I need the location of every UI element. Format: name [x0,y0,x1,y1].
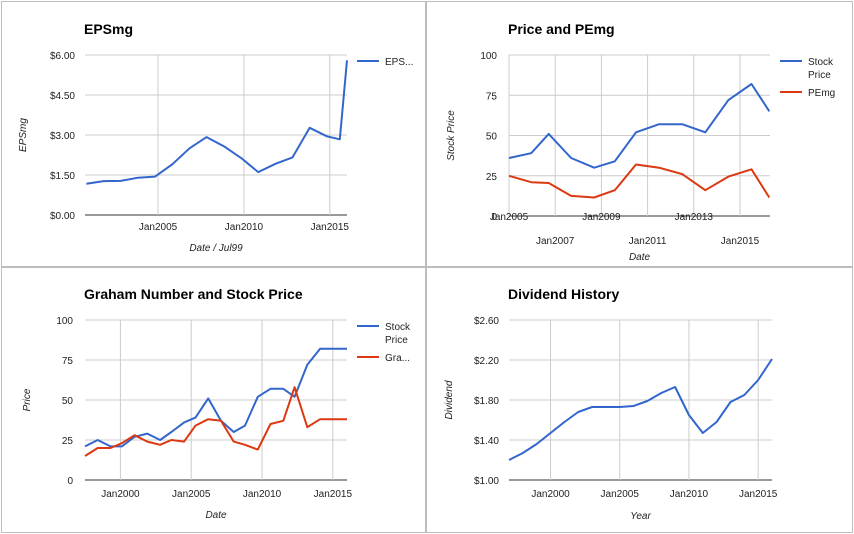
legend-label: Gra... [385,353,410,364]
price-pemg-chart-panel: Price and PEmg 0 25 50 75 100 Jan2005 Jan2007 Ja… [426,1,853,267]
graham-number-chart: Graham Number and Stock Price 0 25 50 75 100 J… [22,286,411,521]
x-tick-label: Jan2010 [670,489,709,500]
y-tick-label: 50 [486,132,498,143]
series-line [508,358,773,461]
series-line [508,163,771,199]
x-axis-label: Date [205,510,227,521]
y-tick-label: $1.80 [474,396,499,407]
series-line [84,386,347,457]
y-axis-label: Price [22,388,33,411]
y-tick-label: $2.20 [474,356,499,367]
dividend-history-chart-panel: Dividend History $1.00 $1.40 $1.80 $2.20 $2.6… [426,267,853,533]
y-tick-label: $2.60 [474,316,499,327]
price-pemg-chart: Price and PEmg 0 25 50 75 100 Jan2005 Jan2007 Ja… [446,21,835,263]
y-axis-label: Dividend [444,380,455,419]
y-tick-label: $3.00 [50,131,75,142]
chart-title: Dividend History [508,286,619,302]
y-tick-label: 75 [486,91,498,102]
y-tick-label: $0.00 [50,211,75,222]
x-tick-label: Jan2015 [314,489,353,500]
legend-label: EPS... [385,57,413,68]
epsmg-chart-panel: EPSmg $0.00 $1.50 $3.00 $4.50 $6.00 Jan2005 Jan… [1,1,426,267]
series-line [508,83,771,169]
x-tick-label: Jan2015 [311,222,350,233]
legend-label: Stock Price [808,57,834,81]
x-tick-label: Jan2007 [536,236,575,247]
dividend-history-chart: Dividend History $1.00 $1.40 $1.80 $2.20 $2.6… [444,286,778,522]
legend-label: PEmg [808,88,835,99]
y-tick-label: 100 [480,51,497,62]
x-tick-label: Jan2010 [243,489,282,500]
y-tick-label: 100 [56,316,73,327]
x-tick-label: Jan2010 [225,222,264,233]
series-line [86,60,348,185]
y-axis-label: EPSmg [18,118,29,152]
y-tick-label: $4.50 [50,91,75,102]
x-tick-label: Jan2005 [601,489,640,500]
x-tick-label: Jan2005 [490,212,529,223]
y-tick-label: 25 [62,436,74,447]
y-tick-label: $6.00 [50,51,75,62]
x-tick-label: Jan2009 [582,212,621,223]
chart-title: EPSmg [84,21,133,37]
x-tick-label: Jan2015 [739,489,778,500]
x-tick-label: Jan2015 [721,236,760,247]
x-axis-label: Date / Jul99 [189,243,243,254]
epsmg-chart: EPSmg $0.00 $1.50 $3.00 $4.50 $6.00 Jan2005 Jan… [18,21,413,254]
y-tick-label: 50 [62,396,74,407]
x-tick-label: Jan2011 [629,236,667,247]
x-axis-label: Date [629,252,651,263]
chart-title: Graham Number and Stock Price [84,286,303,302]
y-axis-label: Stock Price [446,110,457,161]
y-tick-label: 25 [486,172,498,183]
x-tick-label: Jan2005 [139,222,178,233]
series-line [84,347,347,448]
y-tick-label: 0 [491,212,497,223]
chart-title: Price and PEmg [508,21,615,37]
y-tick-label: $1.00 [474,476,499,487]
y-tick-label: $1.50 [50,171,75,182]
legend-label: Stock Price [385,322,411,346]
x-axis-label: Year [630,511,651,522]
graham-number-chart-panel: Graham Number and Stock Price 0 25 50 75 100 J… [1,267,426,533]
x-tick-label: Jan2005 [172,489,211,500]
x-tick-label: Jan2000 [531,489,570,500]
x-tick-label: Jan2013 [675,212,714,223]
y-tick-label: 0 [67,476,73,487]
y-tick-label: 75 [62,356,74,367]
y-tick-label: $1.40 [474,436,499,447]
x-tick-label: Jan2000 [101,489,140,500]
